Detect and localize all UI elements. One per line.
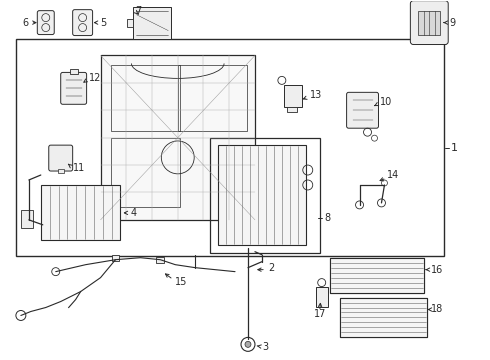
Text: 15: 15 xyxy=(175,276,188,287)
Bar xyxy=(70,69,77,75)
Bar xyxy=(287,107,297,112)
Text: 13: 13 xyxy=(310,90,322,100)
Text: 14: 14 xyxy=(388,170,400,180)
Bar xyxy=(127,19,133,27)
FancyBboxPatch shape xyxy=(49,145,73,171)
Bar xyxy=(112,255,120,261)
Bar xyxy=(330,258,424,293)
Text: 10: 10 xyxy=(379,97,392,107)
Bar xyxy=(210,138,319,253)
Text: 7: 7 xyxy=(135,6,142,15)
FancyBboxPatch shape xyxy=(410,1,448,45)
Bar xyxy=(284,85,302,107)
Bar xyxy=(16,39,444,256)
Text: 18: 18 xyxy=(431,305,443,315)
Bar xyxy=(100,55,255,220)
Bar xyxy=(133,7,171,39)
Bar xyxy=(316,287,328,306)
Text: 9: 9 xyxy=(449,18,455,28)
Text: 17: 17 xyxy=(314,310,326,319)
Text: 1: 1 xyxy=(451,143,458,153)
Bar xyxy=(418,11,440,35)
Text: 11: 11 xyxy=(73,163,85,173)
Text: 4: 4 xyxy=(130,208,137,218)
Text: 8: 8 xyxy=(325,213,331,223)
Text: 2: 2 xyxy=(268,263,274,273)
FancyBboxPatch shape xyxy=(73,10,93,36)
Bar xyxy=(41,185,121,240)
Bar xyxy=(58,169,64,173)
Bar xyxy=(218,145,306,245)
FancyBboxPatch shape xyxy=(61,72,87,104)
Bar xyxy=(156,257,164,263)
FancyBboxPatch shape xyxy=(346,92,378,128)
Bar xyxy=(21,210,33,228)
FancyBboxPatch shape xyxy=(37,11,54,35)
Text: 16: 16 xyxy=(431,265,443,275)
Bar xyxy=(340,298,427,337)
Bar xyxy=(111,138,180,207)
Text: 5: 5 xyxy=(100,18,107,28)
Bar xyxy=(340,298,427,337)
Bar xyxy=(178,66,247,131)
Circle shape xyxy=(245,341,251,347)
Text: 6: 6 xyxy=(23,18,29,28)
Bar xyxy=(330,258,424,293)
Text: 12: 12 xyxy=(89,73,101,84)
Bar xyxy=(111,66,180,131)
Text: 3: 3 xyxy=(262,342,268,352)
